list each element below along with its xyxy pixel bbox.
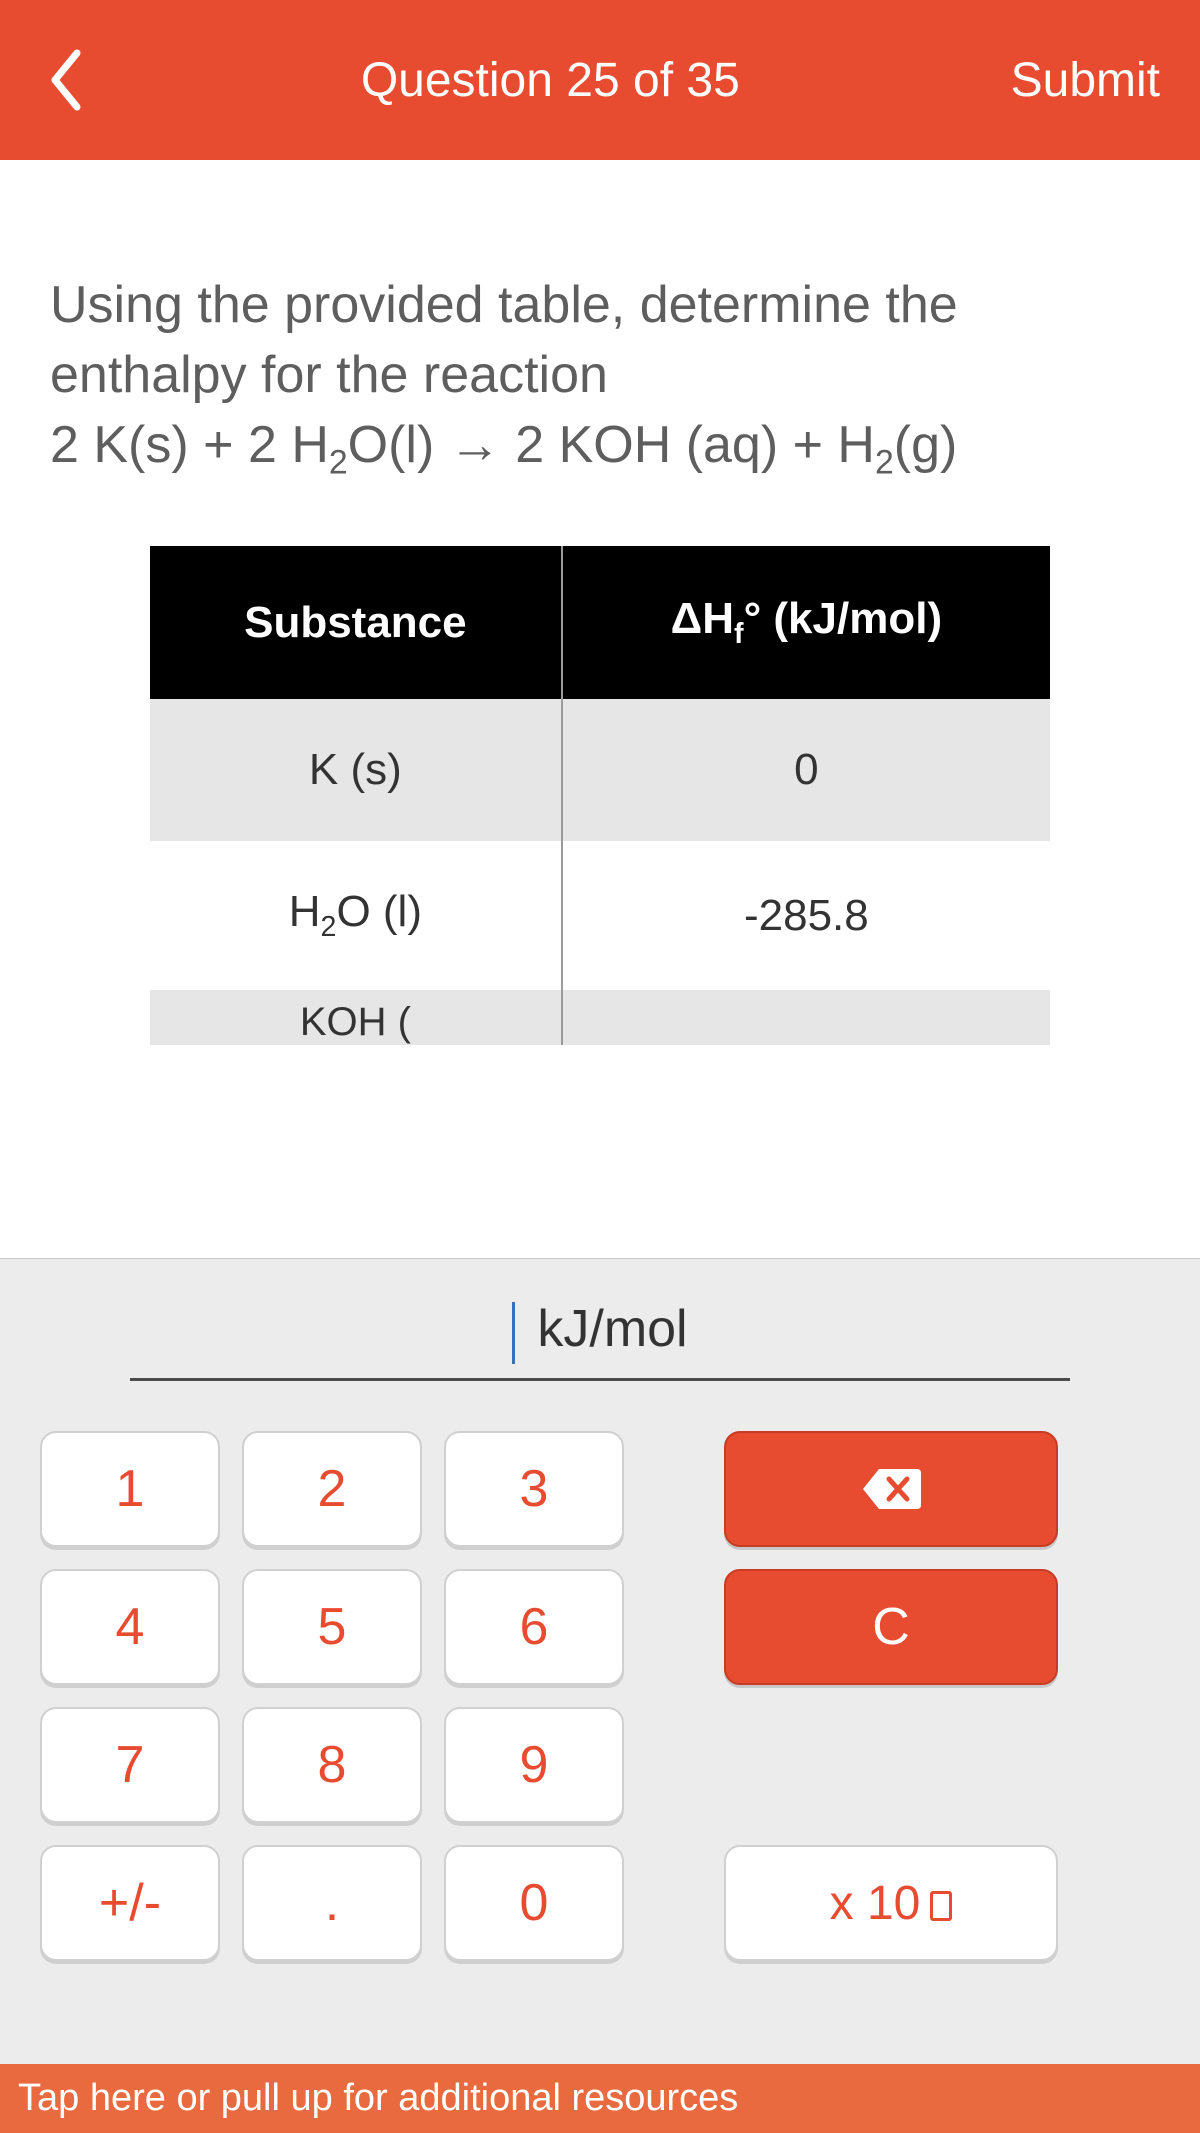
key-1[interactable]: 1 (40, 1431, 220, 1547)
clear-button[interactable]: C (724, 1569, 1058, 1685)
enthalpy-table: Substance ΔHf° (kJ/mol) K (s) 0 H2O (l) … (150, 546, 1050, 1045)
question-text: Using the provided table, determine the … (50, 270, 1150, 486)
table-row-partial: KOH ( (150, 990, 1050, 1045)
key-7[interactable]: 7 (40, 1707, 220, 1823)
key-4[interactable]: 4 (40, 1569, 220, 1685)
cell-value: -285.8 (562, 841, 1050, 990)
answer-input-row[interactable]: kJ/mol (130, 1299, 1070, 1381)
table-row: K (s) 0 (150, 699, 1050, 841)
sci-label: x 10 (830, 1876, 921, 1931)
chevron-left-icon (45, 45, 85, 115)
data-table-wrap: Substance ΔHf° (kJ/mol) K (s) 0 H2O (l) … (50, 486, 1150, 1045)
table-row: H2O (l) -285.8 (150, 841, 1050, 990)
cell-substance: H2O (l) (150, 841, 562, 990)
number-grid: 1 2 3 4 5 6 7 8 9 +/- . 0 (40, 1431, 624, 1961)
input-unit: kJ/mol (537, 1299, 687, 1359)
question-equation: 2 K(s) + 2 H2O(l) → 2 KOH (aq) + H2(g) (50, 416, 957, 474)
key-0[interactable]: 0 (444, 1845, 624, 1961)
key-6[interactable]: 6 (444, 1569, 624, 1685)
question-counter: Question 25 of 35 (90, 53, 1011, 108)
resources-footer[interactable]: Tap here or pull up for additional resou… (0, 2064, 1200, 2133)
key-5[interactable]: 5 (242, 1569, 422, 1685)
keypad: 1 2 3 4 5 6 7 8 9 +/- . 0 C x 10 (40, 1431, 1160, 1961)
backspace-icon (861, 1467, 921, 1511)
col-substance: Substance (150, 546, 562, 699)
cell-substance: K (s) (150, 699, 562, 841)
sci-notation-button[interactable]: x 10 (724, 1845, 1058, 1961)
exponent-box-icon (930, 1891, 952, 1921)
key-3[interactable]: 3 (444, 1431, 624, 1547)
back-button[interactable] (40, 40, 90, 120)
key-plusminus[interactable]: +/- (40, 1845, 220, 1961)
cell-value (562, 990, 1050, 1045)
key-decimal[interactable]: . (242, 1845, 422, 1961)
question-prompt: Using the provided table, determine the … (50, 276, 958, 404)
cell-value: 0 (562, 699, 1050, 841)
key-8[interactable]: 8 (242, 1707, 422, 1823)
text-cursor (512, 1302, 515, 1364)
submit-button[interactable]: Submit (1011, 53, 1160, 108)
cell-substance: KOH ( (150, 990, 562, 1045)
col-deltah: ΔHf° (kJ/mol) (562, 546, 1050, 699)
key-2[interactable]: 2 (242, 1431, 422, 1547)
backspace-button[interactable] (724, 1431, 1058, 1547)
keypad-panel: kJ/mol 1 2 3 4 5 6 7 8 9 +/- . 0 C (0, 1258, 1200, 2064)
footer-text: Tap here or pull up for additional resou… (18, 2077, 738, 2120)
content-area: Using the provided table, determine the … (0, 160, 1200, 1045)
side-keys: C x 10 (724, 1431, 1058, 1961)
header-bar: Question 25 of 35 Submit (0, 0, 1200, 160)
key-9[interactable]: 9 (444, 1707, 624, 1823)
